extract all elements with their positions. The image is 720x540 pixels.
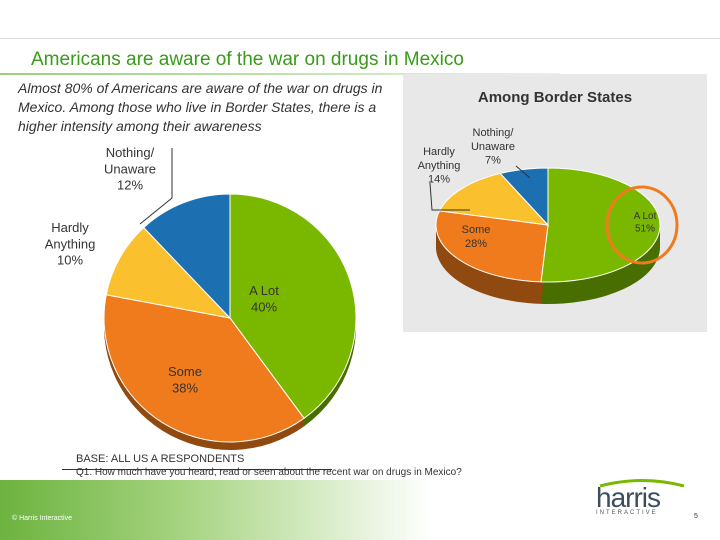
pie1-slice-a-lot <box>229 193 357 420</box>
pie1-slice-hardly-anything <box>105 226 232 319</box>
pie2-labels: A Lot 51% Some 28% Hardly Anything 14%Nothing/… <box>418 127 679 265</box>
base-note: BASE: ALL US A RESPONDENTS <box>76 453 245 465</box>
pie2-slice-nothing-unaware <box>499 167 549 227</box>
footer-green-band <box>0 480 720 540</box>
page-title: Americans are aware of the war on drugs … <box>31 49 464 70</box>
pie2-label-a-lot: A Lot 51% <box>634 211 657 235</box>
pie1-label-nothing-unaware: Nothing/Unaware 12% <box>104 145 156 193</box>
pie1-label-some: Some 38% <box>168 364 202 395</box>
pie2-highlight-circle <box>605 185 679 265</box>
pie1-label-a-lot: A Lot 40% <box>249 283 279 314</box>
pie2-label-some: Some 28% <box>462 224 491 250</box>
footer-rule <box>62 469 332 470</box>
page-number: 5 <box>694 513 698 520</box>
pie2-slice-some <box>435 210 549 283</box>
subtitle: Almost 80% of Americans are aware of the… <box>18 80 383 134</box>
pie2-label-nothing-unaware: Nothing/Unaware 7% <box>471 127 515 167</box>
question-note: Q1. How much have you heard, read or see… <box>76 467 462 478</box>
pie1-labels: A Lot 40% Some 38% Hardly Anything 10%Nothing/… <box>45 145 280 395</box>
pie1-label-hardly-anything: Hardly Anything 10% <box>45 220 96 268</box>
pie1-slice-some <box>103 294 305 443</box>
copyright: © Harris Interactive <box>12 515 73 522</box>
pie-chart-all-us <box>103 193 357 451</box>
border-states-title: Among Border States <box>477 89 633 106</box>
pie1-slice-nothing-unaware <box>143 193 231 320</box>
pie1-leader-nothing <box>139 148 173 225</box>
pie2-slice-a-lot <box>540 167 661 283</box>
pie-chart-border-states <box>435 167 661 304</box>
harris-logo: harris INTERACTIVE <box>596 479 688 516</box>
pie2-label-hardly-anything: Hardly Anything 14% <box>418 146 461 186</box>
logo-sub-text: INTERACTIVE <box>596 510 658 516</box>
pie2-leader-hardly <box>429 182 470 211</box>
logo-main-text: harris <box>596 482 661 513</box>
title-underline <box>0 73 560 75</box>
pie2-slice-hardly-anything <box>438 172 550 226</box>
logo-arc-icon <box>599 479 685 487</box>
pie2-leader-nothing <box>515 165 531 179</box>
top-border <box>0 0 720 39</box>
